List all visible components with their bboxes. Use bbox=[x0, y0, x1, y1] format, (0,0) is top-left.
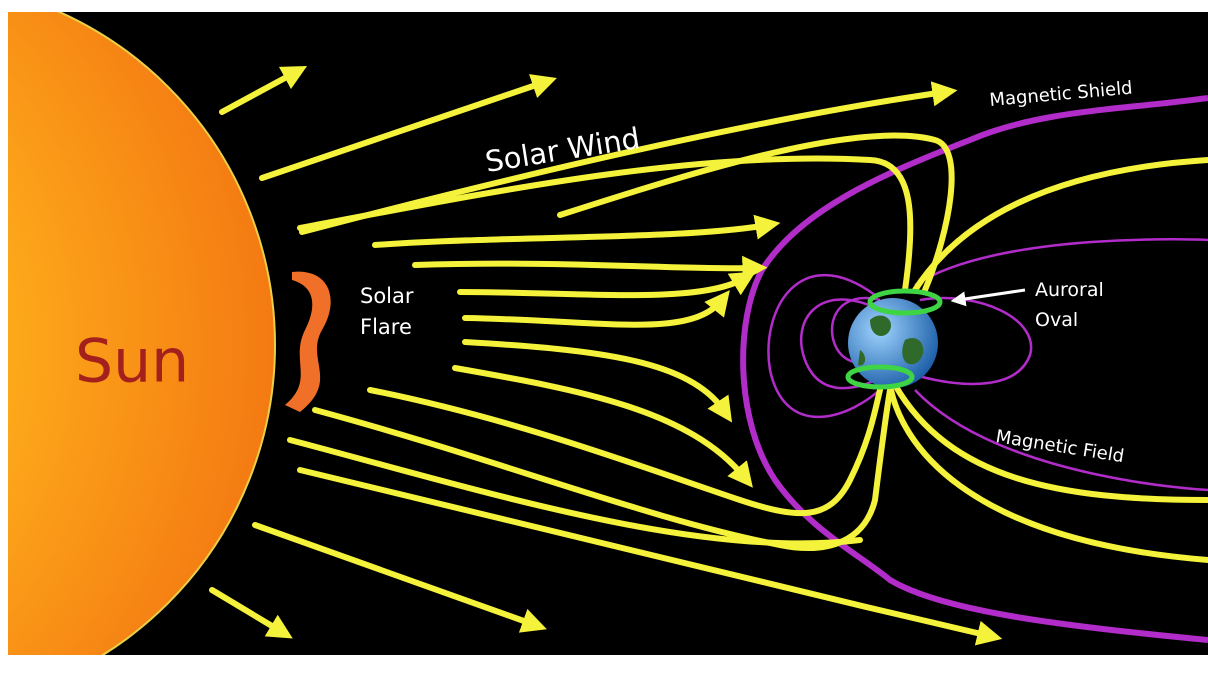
solar-wind-arrows bbox=[209, 66, 1003, 646]
magnetic-shield bbox=[740, 95, 1208, 643]
auroral-oval-north bbox=[867, 288, 943, 316]
magnetic-field-lines bbox=[767, 238, 1208, 492]
earth-land bbox=[858, 315, 924, 366]
auroral-oval-label: Auroral bbox=[1035, 279, 1104, 301]
solar-flare-label: Solar bbox=[360, 284, 414, 308]
sun bbox=[8, 12, 276, 655]
sun-label: Sun bbox=[75, 327, 189, 397]
auroral-oval-south bbox=[845, 364, 915, 390]
solar-flare-label: Flare bbox=[360, 315, 412, 339]
field-lines bbox=[287, 132, 1208, 563]
auroral-oval-label: Oval bbox=[1035, 309, 1078, 331]
auroral-pointer bbox=[950, 288, 1026, 307]
solar-flare bbox=[285, 271, 331, 412]
